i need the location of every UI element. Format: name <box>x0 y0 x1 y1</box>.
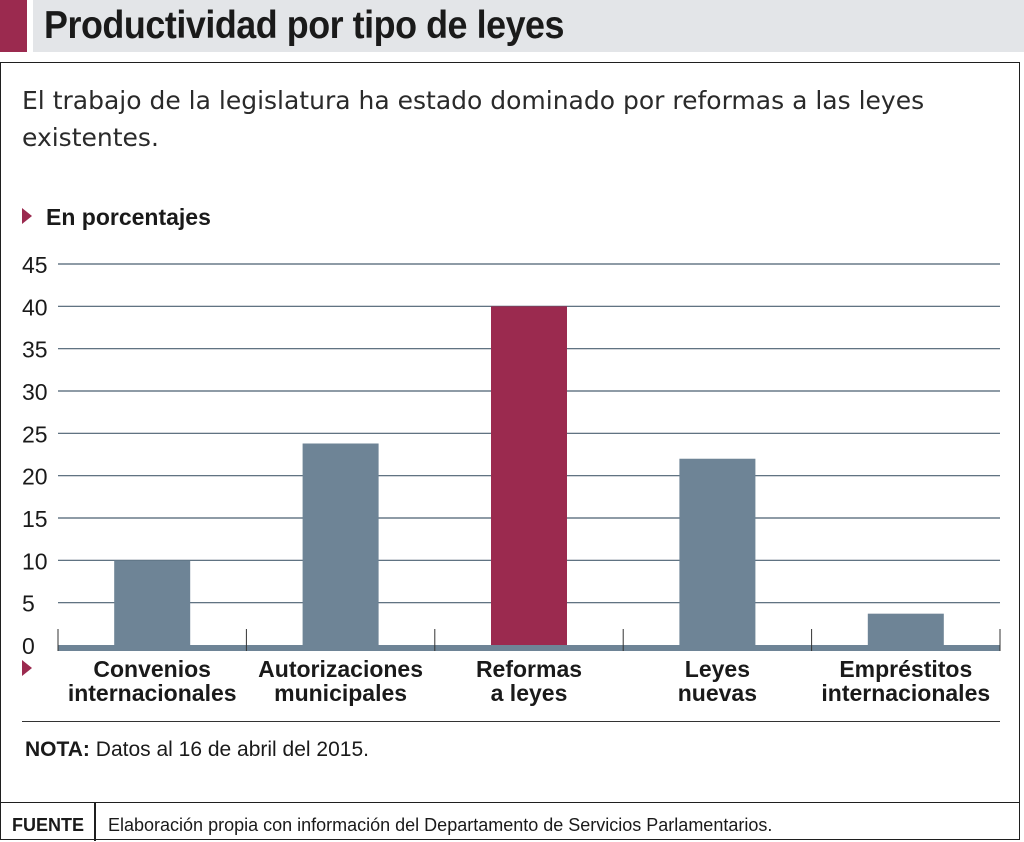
bar <box>114 560 191 645</box>
note: NOTA: Datos al 16 de abril del 2015. <box>25 738 369 762</box>
bar <box>867 613 944 645</box>
x-axis-baseline <box>58 645 1000 651</box>
bar <box>679 458 756 645</box>
y-tick-label: 10 <box>22 548 48 574</box>
bar-chart: 0 5 10 15 20 25 30 35 40 45 <box>22 252 1001 659</box>
y-tick-label: 0 <box>22 633 35 659</box>
unit-marker-icon <box>22 208 32 224</box>
y-tick-label: 25 <box>22 421 48 447</box>
bar <box>491 306 567 645</box>
title-bar: Productividad por tipo de leyes <box>0 0 1024 52</box>
unit-label-text: En porcentajes <box>46 204 211 230</box>
note-divider <box>22 721 1000 722</box>
y-tick-label: 35 <box>22 337 48 363</box>
chart-subtitle: El trabajo de la legislatura ha estado d… <box>22 86 925 152</box>
bar <box>302 443 379 645</box>
y-tick-label: 5 <box>22 591 35 617</box>
y-tick-label: 40 <box>22 294 48 320</box>
source-label: FUENTE <box>12 815 84 835</box>
y-tick-label: 45 <box>22 252 48 278</box>
source-text: Elaboración propia con información del D… <box>108 815 773 835</box>
y-tick-label: 20 <box>22 464 48 490</box>
note-label: NOTA: <box>25 738 90 761</box>
title-accent <box>0 0 27 52</box>
x-tick-label: Reformas a leyes <box>475 656 583 706</box>
source-divider <box>94 803 96 841</box>
y-tick-label: 15 <box>22 506 48 532</box>
x-tick-label: Leyes nuevas <box>677 656 758 706</box>
y-tick-label: 30 <box>22 379 48 405</box>
x-tick-label: Autorizaciones municipales <box>258 656 424 706</box>
x-tick-label: Empréstitos internacionales <box>821 656 991 706</box>
x-tick-label: Convenios internacionales <box>67 656 237 706</box>
note-text: Datos al 16 de abril del 2015. <box>95 738 369 761</box>
chart-frame <box>0 62 1020 840</box>
page-title: Productividad por tipo de leyes <box>44 4 565 47</box>
source-row: FUENTE Elaboración propia con informació… <box>0 802 1020 841</box>
title-background <box>33 0 1024 52</box>
category-marker-icon <box>22 660 32 676</box>
